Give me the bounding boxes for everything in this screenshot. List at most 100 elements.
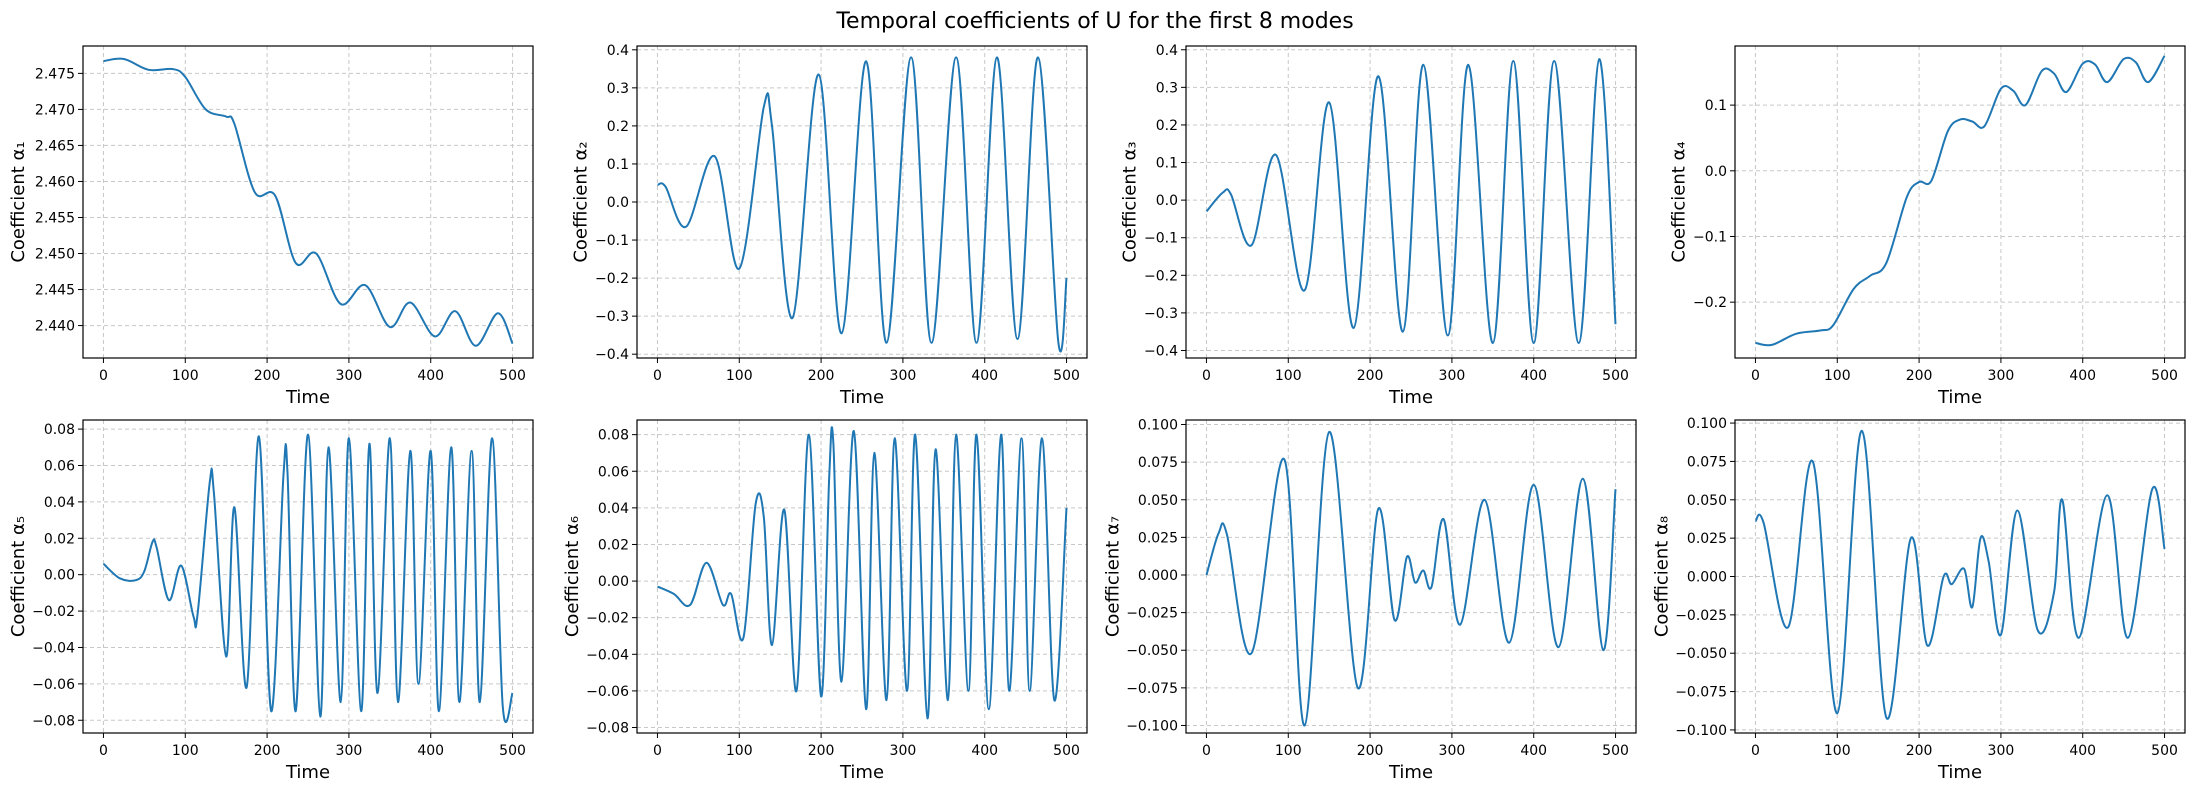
x-tick-label: 400 xyxy=(417,743,444,759)
x-tick-label: 0 xyxy=(1202,368,1211,384)
y-tick-label: −0.4 xyxy=(1144,343,1178,359)
y-axis-label: Coefficient α₆ xyxy=(562,516,583,637)
x-tick-label: 400 xyxy=(2069,743,2096,759)
subplot-7: 0 100 200 300 400 500 −0.100 −0.075 −0.050 −0.025… xyxy=(1102,418,1637,783)
y-tick-label: 0.025 xyxy=(1687,531,1727,547)
x-axis-label: Time xyxy=(839,762,884,783)
x-tick-label: 100 xyxy=(1824,368,1851,384)
x-tick-label: 300 xyxy=(1439,743,1466,759)
y-tick-label: −0.025 xyxy=(1675,608,1727,624)
y-tick-label: −0.075 xyxy=(1675,685,1727,701)
x-tick-label: 0 xyxy=(1202,743,1211,759)
y-tick-label: 0.08 xyxy=(44,422,75,438)
y-tick-label: 0.00 xyxy=(44,568,75,584)
x-tick-label: 300 xyxy=(336,368,363,384)
x-tick-label: 200 xyxy=(808,368,835,384)
y-tick-label: 2.455 xyxy=(35,210,75,226)
x-tick-label: 0 xyxy=(1751,743,1760,759)
y-axis-label: Coefficient α₁ xyxy=(8,141,29,262)
y-tick-label: −0.02 xyxy=(586,611,629,627)
series-line xyxy=(1755,55,2166,347)
y-tick-label: 0.06 xyxy=(598,464,629,480)
y-tick-label: 2.470 xyxy=(35,102,75,118)
x-tick-label: 500 xyxy=(1053,368,1080,384)
y-tick-label: −0.025 xyxy=(1126,606,1178,622)
y-tick-label: 2.445 xyxy=(35,283,75,299)
x-tick-label: 300 xyxy=(1988,368,2015,384)
subplot-1: 0 100 200 300 400 500 2.440 2.445 2.450 2.455 2.46… xyxy=(8,45,534,408)
y-tick-label: −0.1 xyxy=(595,233,629,249)
y-tick-label: 0.4 xyxy=(607,43,629,59)
y-tick-label: 0.025 xyxy=(1138,530,1178,546)
x-tick-label: 0 xyxy=(653,743,662,759)
y-tick-label: −0.050 xyxy=(1126,643,1178,659)
y-tick-label: 0.0 xyxy=(1705,164,1727,180)
x-tick-label: 200 xyxy=(254,743,281,759)
y-tick-label: 0.000 xyxy=(1138,568,1178,584)
x-axis-label: Time xyxy=(285,762,330,783)
y-tick-label: 0.050 xyxy=(1138,493,1178,509)
y-tick-label: −0.4 xyxy=(595,347,629,363)
y-tick-label: 0.0 xyxy=(607,195,629,211)
x-axis-label: Time xyxy=(839,387,884,408)
x-tick-label: 300 xyxy=(890,743,917,759)
y-tick-label: 0.050 xyxy=(1687,493,1727,509)
x-tick-label: 300 xyxy=(890,368,917,384)
x-tick-label: 400 xyxy=(1520,368,1547,384)
x-tick-label: 400 xyxy=(1520,743,1547,759)
subplot-5: 0 100 200 300 400 500 −0.08 −0.06 −0.04 −0.02 0.00… xyxy=(8,419,534,783)
series-line xyxy=(1205,58,1617,345)
y-tick-label: 0.075 xyxy=(1687,454,1727,470)
y-tick-label: −0.3 xyxy=(1144,306,1178,322)
y-axis-label: Coefficient α₇ xyxy=(1102,516,1123,637)
y-tick-label: 0.100 xyxy=(1138,418,1178,434)
x-tick-label: 500 xyxy=(2151,368,2178,384)
series-line xyxy=(1205,430,1617,727)
x-tick-label: 500 xyxy=(1602,743,1629,759)
y-tick-label: 0.02 xyxy=(598,537,629,553)
y-tick-label: −0.2 xyxy=(1144,268,1178,284)
y-axis-label: Coefficient α₂ xyxy=(571,141,592,262)
y-tick-label: 2.465 xyxy=(35,138,75,154)
axes-frame xyxy=(1734,419,2186,734)
y-tick-label: 2.475 xyxy=(35,66,75,82)
subplot-4: 0 100 200 300 400 500 −0.2 −0.1 0.0 0.1 Time Coeffi… xyxy=(1669,45,2186,408)
x-tick-label: 200 xyxy=(1357,368,1384,384)
y-tick-label: 0.2 xyxy=(1156,118,1178,134)
y-tick-label: 0.1 xyxy=(607,157,629,173)
x-axis-label: Time xyxy=(1388,387,1433,408)
y-tick-label: −0.04 xyxy=(586,647,629,663)
y-axis-label: Coefficient α₄ xyxy=(1669,141,1690,262)
y-tick-label: −0.06 xyxy=(586,684,629,700)
y-tick-label: 0.4 xyxy=(1156,43,1178,59)
axes-frame xyxy=(82,419,534,734)
y-tick-label: 0.00 xyxy=(598,574,629,590)
y-tick-label: 0.3 xyxy=(1156,80,1178,96)
x-tick-label: 100 xyxy=(1275,368,1302,384)
x-tick-label: 0 xyxy=(99,743,108,759)
y-tick-label: 0.1 xyxy=(1705,98,1727,114)
y-tick-label: 0.04 xyxy=(44,495,75,511)
axes-frame xyxy=(636,419,1088,734)
y-tick-label: 0.2 xyxy=(607,119,629,135)
x-tick-label: 100 xyxy=(172,368,199,384)
y-tick-label: −0.050 xyxy=(1675,646,1727,662)
x-tick-label: 100 xyxy=(726,368,753,384)
subplot-8: 0 100 200 300 400 500 −0.100 −0.075 −0.050 −0.025… xyxy=(1651,416,2186,783)
x-tick-label: 200 xyxy=(808,743,835,759)
x-tick-label: 400 xyxy=(971,743,998,759)
x-tick-label: 300 xyxy=(1439,368,1466,384)
axes-frame xyxy=(1185,45,1637,359)
y-tick-label: −0.1 xyxy=(1693,229,1727,245)
x-tick-label: 300 xyxy=(1988,743,2015,759)
y-tick-label: −0.04 xyxy=(32,640,75,656)
x-tick-label: 200 xyxy=(1357,743,1384,759)
y-tick-label: 0.075 xyxy=(1138,455,1178,471)
y-tick-label: 0.06 xyxy=(44,458,75,474)
y-tick-label: 0.000 xyxy=(1687,570,1727,586)
y-tick-label: −0.075 xyxy=(1126,681,1178,697)
y-axis-label: Coefficient α₈ xyxy=(1651,516,1672,637)
y-axis-label: Coefficient α₅ xyxy=(8,516,29,637)
x-tick-label: 100 xyxy=(726,743,753,759)
